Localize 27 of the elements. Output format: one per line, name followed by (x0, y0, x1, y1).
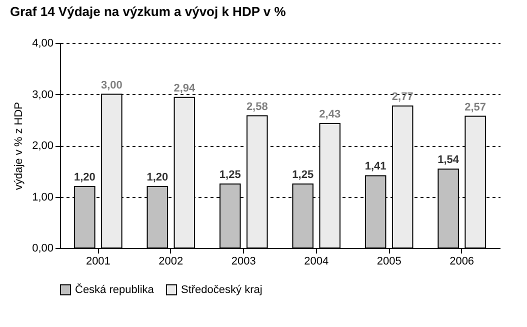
chart-title: Graf 14 Výdaje na výzkum a vývoj k HDP v % (10, 4, 286, 19)
data-label: 2,94 (174, 82, 196, 94)
data-label: 1,20 (146, 172, 168, 184)
data-label: 1,41 (364, 160, 386, 173)
data-label: 2,57 (464, 101, 486, 114)
x-tick-label: 2002 (158, 256, 184, 268)
legend-label: Středočeský kraj (181, 284, 262, 296)
data-label: 1,25 (292, 168, 314, 181)
data-label: 1,54 (438, 154, 460, 166)
y-tick-label: 2,00 (32, 140, 54, 152)
x-tick-label: 2003 (231, 256, 256, 268)
x-tick-label: 2001 (86, 256, 110, 268)
data-label: 2,77 (392, 91, 414, 104)
data-label: 2,58 (246, 100, 268, 113)
y-tick-label: 0,00 (32, 242, 54, 254)
x-tick-label: 2006 (450, 256, 474, 268)
x-tick-label: 2004 (304, 256, 329, 268)
y-axis-title: výdaje v % z HDP (13, 102, 26, 190)
data-label: 2,43 (319, 108, 341, 120)
x-tick-label: 2005 (376, 256, 402, 268)
y-tick-label: 4,00 (32, 38, 54, 50)
y-tick-label: 3,00 (32, 88, 54, 101)
data-label: 1,20 (74, 172, 96, 184)
data-label: 1,25 (219, 168, 241, 181)
legend-label: Česká republika (75, 282, 155, 296)
data-label: 3,00 (100, 79, 122, 92)
y-tick-label: 1,00 (32, 191, 54, 204)
